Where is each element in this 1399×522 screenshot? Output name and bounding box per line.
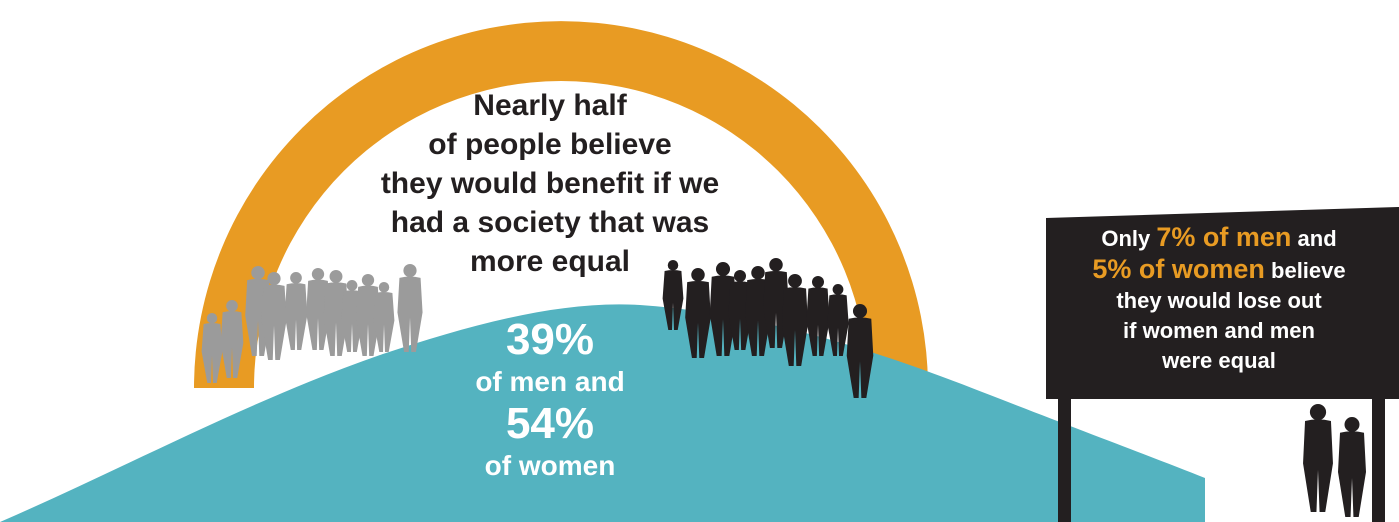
grey-person-icon [397,264,423,352]
men-label: of men and [475,366,625,397]
sign-line-3: they would lose out [1116,288,1322,313]
headline-line-2: of people believe [428,128,672,161]
sign-believe: believe [1271,258,1346,283]
women-percentage: 54% [505,399,595,448]
grey-person-icon [201,313,223,383]
men-percentage: 39% [505,315,595,364]
sign-line-2: 5% of women believe [1052,254,1386,286]
orange-arc [194,21,928,388]
grey-person-icon [306,268,330,350]
grey-person-icon [356,274,380,356]
grey-crowd-icon [201,264,423,383]
headline-line-4: had a society that was [390,206,710,239]
sign-board [1046,207,1399,522]
sign-line-4: if women and men [1123,318,1315,343]
sign-post-left [1058,390,1071,522]
dark-person-icon [728,270,752,350]
sign-line-1: Only 7% of men and [1052,222,1386,254]
grey-person-icon [261,272,287,360]
sign-line-5: were equal [1162,348,1276,373]
grey-person-icon [220,300,244,378]
stats-block: 39% of men and 54% of women [420,316,680,484]
teal-hill [0,304,1205,522]
couple-silhouette-icon [1303,404,1366,517]
women-label: of women [484,450,616,481]
dark-crowd-icon [662,258,874,398]
dark-person-icon [662,260,684,330]
headline-line-5: more equal [469,245,631,278]
sign-post-right [1372,390,1385,522]
dark-person-icon [846,304,874,398]
women-highlight: 5% of women [1092,254,1265,284]
dark-person-icon [763,258,789,348]
men-highlight: 7% of men [1156,222,1292,252]
dark-person-icon [806,276,830,356]
sign-prefix: Only [1101,226,1151,251]
headline: Nearly half of people believe they would… [330,86,770,281]
man-silhouette-icon [1303,404,1333,512]
grey-person-icon [284,272,308,350]
dark-person-icon [827,284,849,356]
dark-person-icon [685,268,711,358]
woman-silhouette-icon [1338,417,1366,517]
headline-line-1: Nearly half [473,89,627,122]
grey-person-icon [323,270,349,356]
grey-person-icon [373,282,395,352]
sign-panel [1046,207,1399,399]
sign-text: Only 7% of men and 5% of women believe t… [1052,222,1386,376]
dark-person-icon [781,274,809,366]
headline-line-3: they would benefit if we [380,167,720,200]
sign-and: and [1297,226,1337,251]
